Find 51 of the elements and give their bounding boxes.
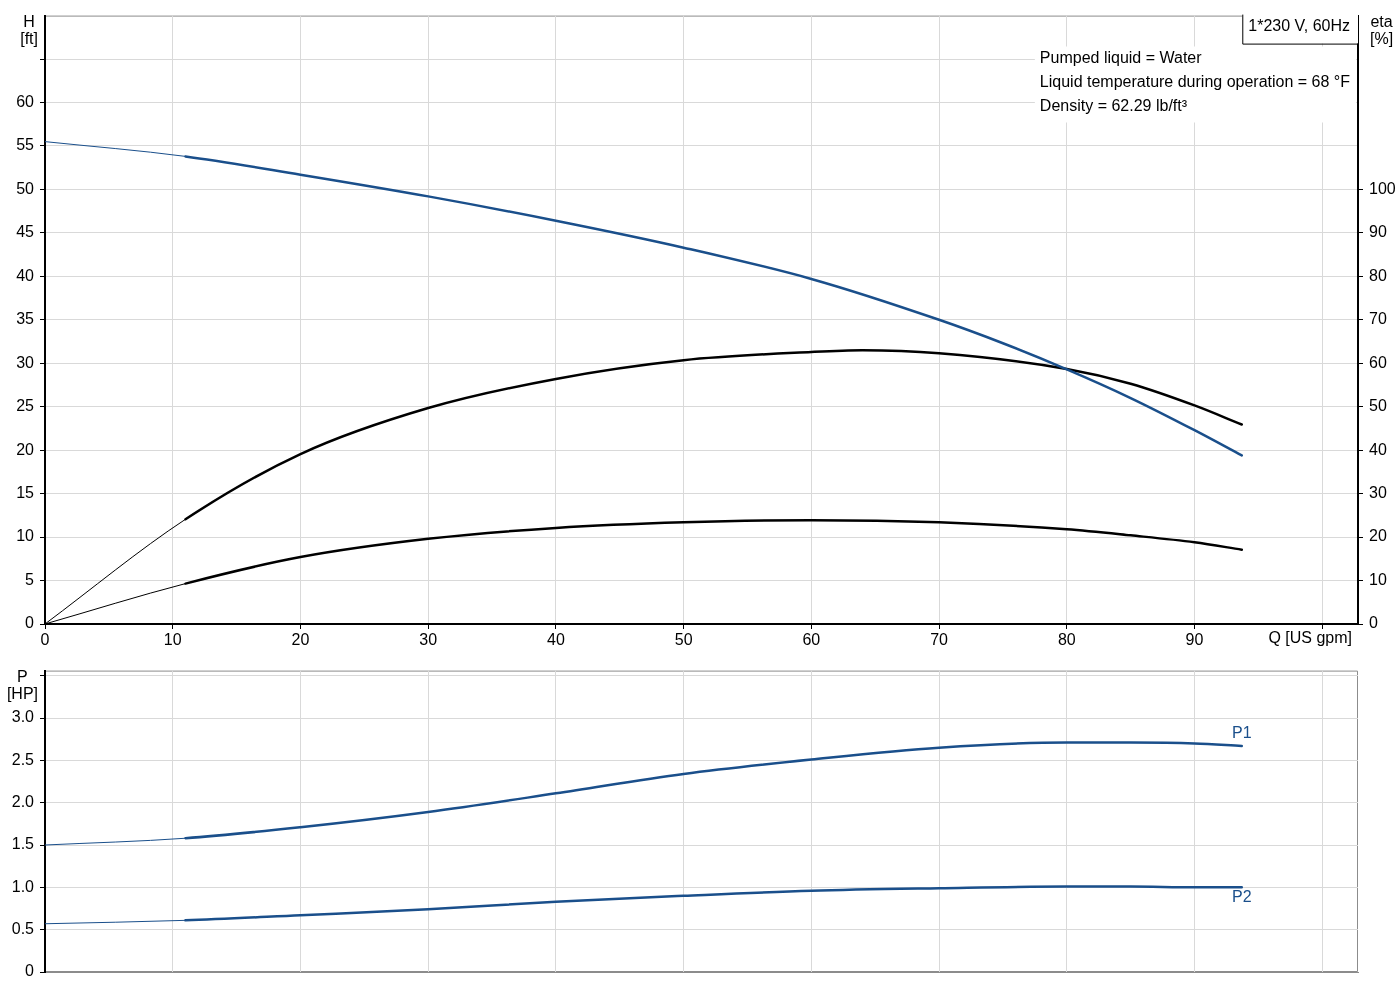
y2-tick-label: 20 [1369, 527, 1387, 545]
series-label: P2 [1231, 887, 1252, 905]
annotation: Density = 62.29 lb/ft³ [1039, 97, 1188, 115]
y2-tick-label: 10 [1369, 570, 1387, 588]
x-tick-label: 80 [1057, 631, 1076, 649]
y-tick-label: 20 [16, 440, 35, 458]
x-tick-label: 70 [930, 631, 949, 649]
series-label: P1 [1231, 724, 1252, 742]
y-tick-label: 0 [25, 614, 35, 632]
x-tick-label: 10 [163, 631, 182, 649]
x-tick-label: 40 [547, 631, 565, 649]
y-tick-label: 3.0 [11, 708, 35, 726]
annotation: Pumped liquid = Water [1039, 49, 1203, 67]
y2-axis-title: eta [%] [1370, 13, 1394, 48]
y-tick-label: 0.5 [11, 920, 35, 938]
y-tick-label: 5 [25, 570, 35, 588]
y-tick-label: 35 [16, 310, 35, 328]
y-tick-label: 25 [16, 397, 35, 415]
y-tick-label: 0 [25, 962, 35, 980]
x-tick-label: 20 [291, 631, 310, 649]
chart-title: 1*230 V, 60Hz [1248, 17, 1351, 35]
y-tick-label: 2.0 [11, 793, 35, 811]
x-axis-title: Q [US gpm] [1268, 629, 1352, 647]
y-tick-label: 10 [16, 527, 35, 545]
y-tick-label: 1.5 [11, 835, 35, 853]
y-tick-label: 50 [16, 179, 35, 197]
y-axis-title: H [ft] [20, 13, 38, 48]
x-tick-label: 0 [40, 631, 50, 649]
annotation: Liquid temperature during operation = 68 °F [1039, 73, 1351, 91]
x-tick-label: 50 [674, 631, 693, 649]
y2-tick-label: 70 [1369, 310, 1387, 328]
y-axis-title: P [HP] [6, 668, 38, 703]
y-tick-label: 1.0 [11, 877, 35, 895]
y-tick-label: 15 [16, 484, 35, 502]
x-tick-label: 90 [1185, 631, 1204, 649]
y2-tick-label: 90 [1369, 223, 1387, 241]
y-tick-label: 55 [16, 136, 35, 154]
y2-tick-label: 0 [1369, 614, 1378, 632]
y-tick-label: 2.5 [11, 750, 35, 768]
y2-tick-label: 80 [1369, 266, 1387, 284]
y2-tick-label: 60 [1369, 353, 1387, 371]
x-tick-label: 30 [419, 631, 438, 649]
y2-tick-label: 30 [1369, 484, 1387, 502]
y-tick-label: 60 [16, 92, 35, 110]
y-tick-label: 45 [16, 223, 35, 241]
y-tick-label: 40 [16, 266, 35, 284]
x-tick-label: 60 [802, 631, 821, 649]
y2-tick-label: 40 [1369, 440, 1387, 458]
y-tick-label: 30 [16, 353, 35, 371]
y2-tick-label: 100 [1369, 179, 1396, 197]
y2-tick-label: 50 [1369, 397, 1387, 415]
